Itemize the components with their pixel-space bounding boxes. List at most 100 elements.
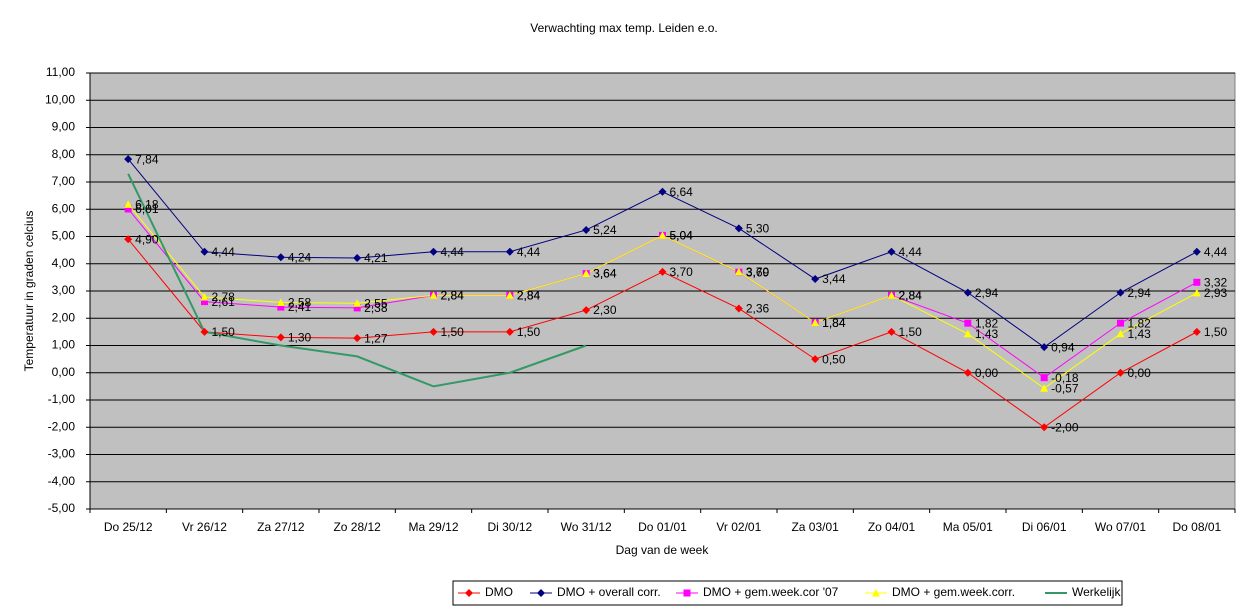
point [734,304,743,313]
value-label: 0,00 [1128,366,1152,380]
value-label: 2,78 [212,290,236,304]
y-tick-label: 2,00 [52,310,76,324]
y-tick-label: 4,00 [52,256,76,270]
x-tick-label: Wo 07/01 [1095,520,1146,534]
value-label: 3,32 [1204,275,1228,289]
value-label: 1,82 [975,316,999,330]
point [887,247,896,256]
point [811,275,820,284]
point [1192,247,1201,256]
y-axis-title: Temperatuur in graden celcius [22,211,36,372]
point [1040,374,1048,382]
value-label: 5,04 [670,229,694,243]
x-tick-label: Vr 26/12 [182,520,227,534]
x-tick-label: Do 01/01 [638,520,687,534]
value-label: 0,00 [975,366,999,380]
point [658,187,667,196]
legend-label: Werkelijk [1072,585,1121,599]
point [200,247,209,256]
value-label: 2,84 [517,289,541,303]
value-label: 1,30 [288,330,312,344]
value-label: 2,94 [1128,286,1152,300]
value-label: 1,43 [975,327,999,341]
y-tick-label: 8,00 [52,147,76,161]
value-label: 1,50 [212,325,236,339]
x-tick-label: Zo 28/12 [333,520,381,534]
legend-label: DMO [485,585,513,599]
point [582,225,591,234]
x-tick-label: Wo 31/12 [561,520,612,534]
point [1192,327,1201,336]
point [658,267,667,276]
point [124,205,132,213]
value-label: 3,70 [670,265,694,279]
value-label: 1,50 [441,325,465,339]
value-label: 1,50 [899,325,923,339]
point [505,291,514,299]
value-label: 2,61 [212,295,236,309]
x-tick-label: Ma 29/12 [408,520,458,534]
value-label: 3,69 [746,265,770,279]
y-tick-label: -4,00 [48,474,76,488]
value-label: 5,30 [746,221,770,235]
point [734,267,743,276]
point [1192,288,1201,297]
point [124,155,133,164]
point [124,235,133,244]
point [1117,319,1124,327]
point [1040,343,1049,352]
point [1116,288,1125,297]
x-tick-label: Za 03/01 [791,520,839,534]
value-label: 6,01 [135,202,159,216]
value-label: 1,27 [364,331,388,345]
point [1193,278,1201,286]
y-tick-label: -1,00 [48,392,76,406]
point [582,306,591,315]
value-label: 4,44 [212,245,236,259]
y-tick-label: 0,00 [52,365,76,379]
point [582,269,591,278]
x-tick-label: Vr 02/01 [716,520,761,534]
value-label: 4,44 [1204,245,1228,259]
point [505,247,514,256]
y-tick-label: 11,00 [46,65,75,79]
legend-label: DMO + overall corr. [557,585,661,599]
y-tick-label: 1,00 [52,338,76,352]
x-axis-title: Dag van de week [616,543,710,557]
y-tick-label: 10,00 [45,92,75,106]
x-tick-label: Do 25/12 [104,520,153,534]
point [276,333,285,342]
x-tick-label: Za 27/12 [257,520,305,534]
legend-label: DMO + gem.week.corr. [892,585,1015,599]
x-tick-label: Di 06/01 [1022,520,1067,534]
y-tick-label: -3,00 [48,447,76,461]
x-tick-label: Do 08/01 [1172,520,1221,534]
point [429,327,438,336]
value-label: 2,58 [288,296,312,310]
value-label: 4,24 [288,250,312,264]
value-label: 3,44 [822,272,846,286]
value-label: 2,94 [975,286,999,300]
value-label: 1,82 [1128,316,1152,330]
x-tick-label: Zo 04/01 [868,520,916,534]
point [200,327,209,336]
value-label: 2,30 [593,303,617,317]
value-label: 0,50 [822,352,846,366]
y-tick-label: -5,00 [48,501,76,515]
value-label: 4,44 [441,245,465,259]
value-label: 2,38 [364,301,388,315]
point [734,224,743,233]
value-label: 4,44 [517,245,541,259]
point [963,368,972,377]
value-label: 1,84 [822,316,846,330]
value-label: 0,94 [1051,340,1075,354]
value-label: 1,50 [1204,325,1228,339]
point [658,231,667,239]
point [1040,384,1049,392]
legend-marker [465,589,473,597]
y-tick-label: 6,00 [52,201,76,215]
point [353,254,362,263]
value-label: 1,43 [1128,327,1152,341]
legend-marker [683,589,691,597]
